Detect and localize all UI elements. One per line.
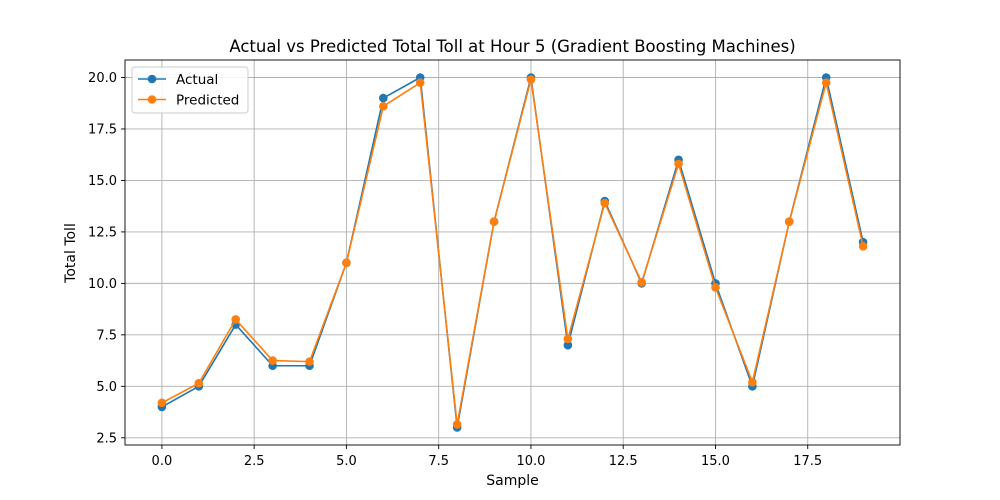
legend-item-predicted: Predicted	[138, 93, 239, 109]
actual-point	[379, 93, 388, 103]
y-tick-label: 10.0	[88, 277, 117, 292]
predicted-point	[489, 217, 499, 226]
predicted-point	[637, 278, 646, 287]
predicted-point	[157, 398, 167, 408]
y-tick-label: 20.0	[88, 71, 117, 86]
predicted-line	[161, 78, 864, 426]
y-axis-label: Total Toll	[63, 223, 79, 284]
predicted-point	[748, 377, 757, 387]
plot-frame	[124, 59, 901, 446]
x-tick-label: 12.5	[609, 454, 638, 469]
legend-item-actual: Actual	[138, 72, 218, 88]
y-tick-label: 15.0	[88, 174, 117, 189]
actual-point	[563, 340, 573, 350]
x-tick-label: 0.0	[152, 454, 173, 469]
actual-line	[161, 76, 864, 429]
legend: Actual Predicted	[131, 66, 249, 114]
predicted-point	[711, 283, 720, 292]
y-axis: 2.5 5.0 7.5 10.0 12.5 15.0 17.5 20.0	[88, 71, 125, 446]
x-tick-label: 2.5	[244, 454, 265, 469]
legend-marker	[147, 74, 157, 84]
x-tick-label: 7.5	[428, 454, 449, 469]
predicted-point	[600, 198, 610, 208]
predicted-point	[858, 242, 868, 251]
predicted-point	[194, 378, 204, 388]
predicted-point	[563, 334, 573, 344]
x-axis-label: Sample	[486, 473, 539, 489]
predicted-point	[268, 356, 277, 365]
x-tick-label: 15.0	[701, 454, 730, 469]
predicted-point	[231, 315, 241, 324]
series-actual	[157, 73, 868, 432]
x-axis: 0.0 2.5 5.0 7.5 10.0 12.5 15.0 17.5	[152, 445, 822, 469]
predicted-point	[415, 78, 425, 87]
predicted-point	[674, 159, 683, 169]
predicted-point	[379, 102, 388, 111]
series-layer	[157, 73, 868, 432]
series-predicted	[157, 75, 868, 429]
y-tick-label: 7.5	[96, 328, 117, 343]
predicted-point	[452, 420, 462, 429]
x-tick-label: 5.0	[336, 454, 357, 469]
y-tick-label: 17.5	[88, 122, 117, 137]
legend-label: Predicted	[176, 93, 239, 109]
legend-marker	[147, 95, 157, 104]
predicted-point	[821, 78, 831, 87]
grid-lines	[125, 60, 900, 445]
y-tick-label: 12.5	[88, 225, 117, 240]
y-tick-label: 2.5	[96, 431, 117, 446]
legend-label: Actual	[176, 72, 218, 88]
predicted-point	[342, 258, 351, 268]
y-tick-label: 5.0	[96, 380, 117, 395]
x-tick-label: 17.5	[793, 454, 822, 469]
x-tick-label: 10.0	[516, 454, 545, 469]
predicted-point	[526, 75, 536, 84]
chart-title: Actual vs Predicted Total Toll at Hour 5…	[229, 37, 795, 56]
predicted-point	[305, 357, 314, 366]
predicted-point	[784, 217, 794, 226]
